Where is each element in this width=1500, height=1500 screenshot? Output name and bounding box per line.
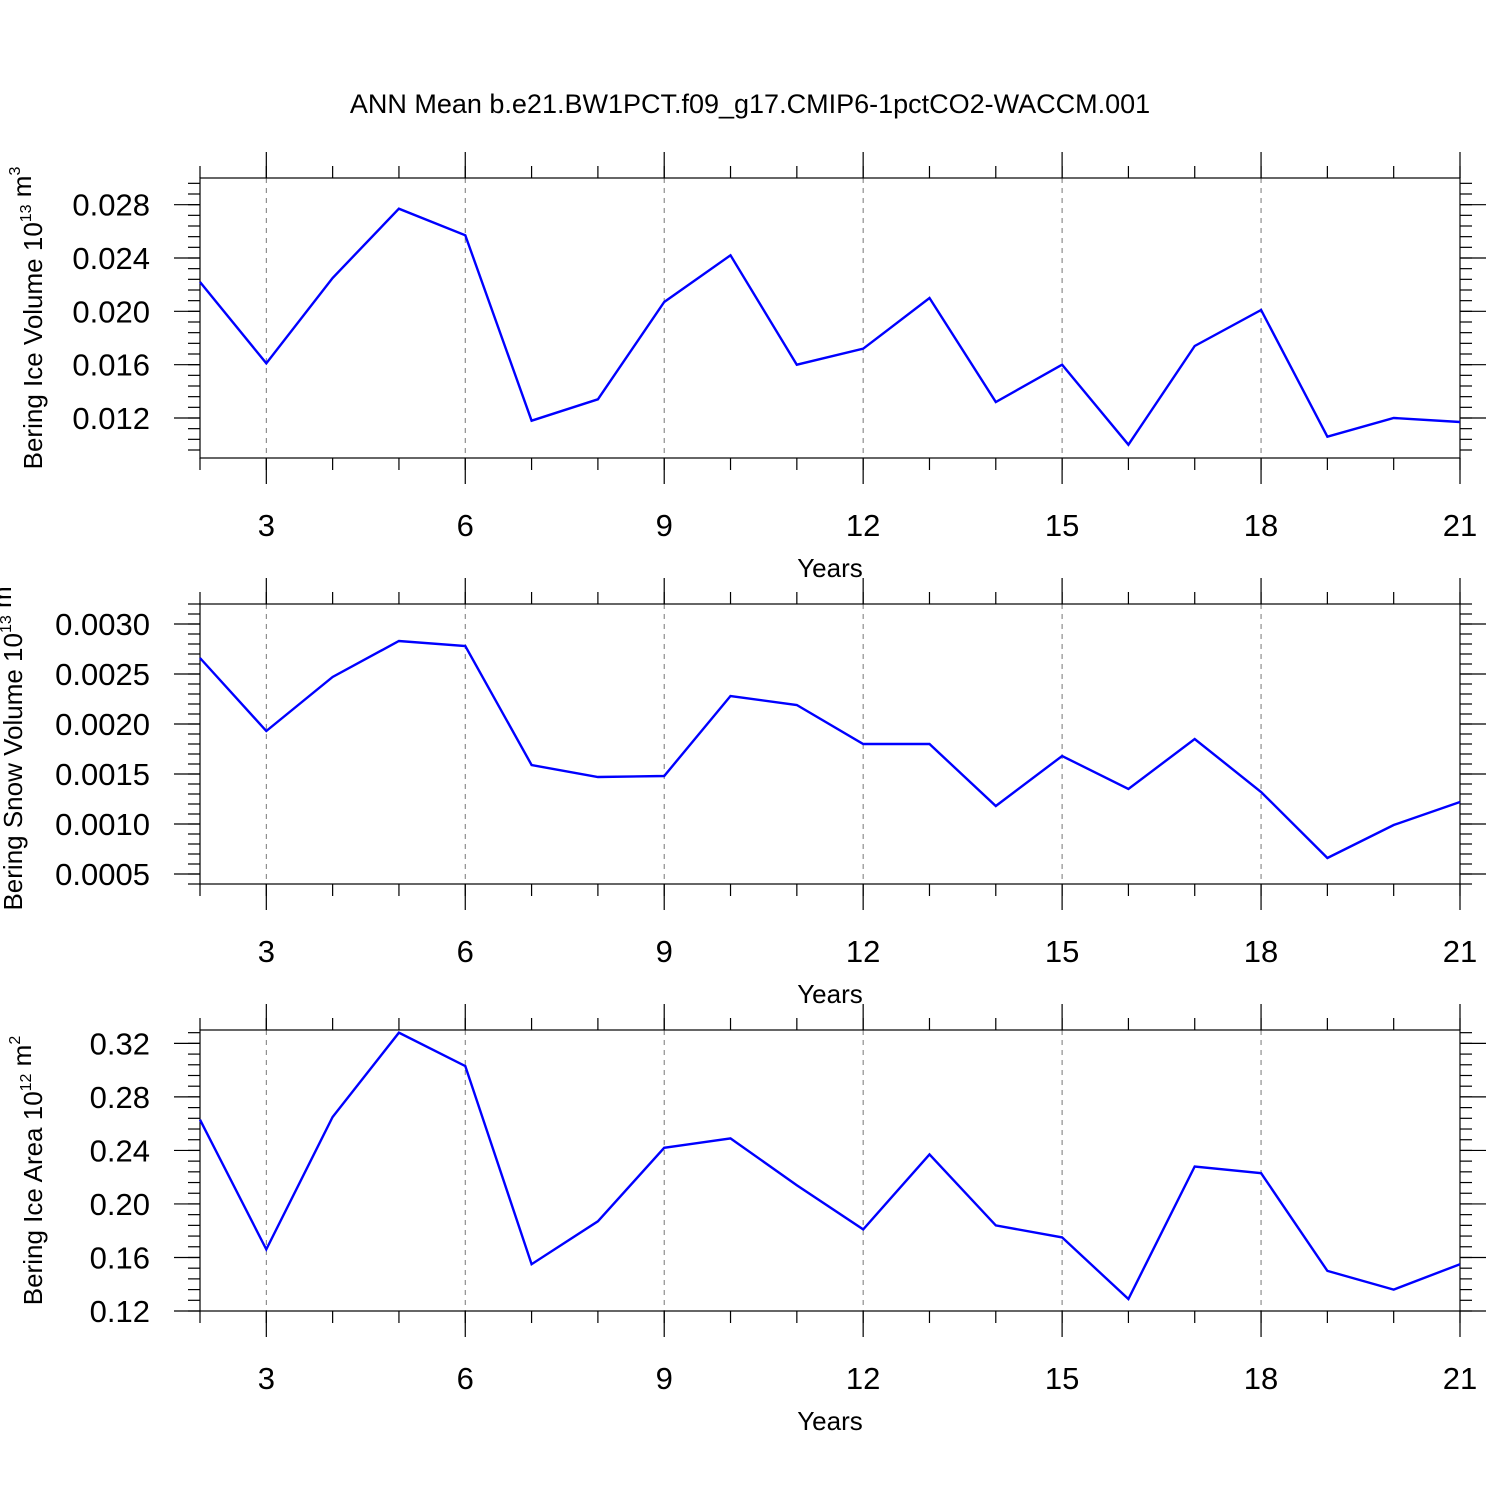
plot-frame xyxy=(199,177,1461,459)
y-tick-label: 0.0005 xyxy=(55,857,150,892)
series-line xyxy=(199,207,1461,447)
y-tick-label: 0.020 xyxy=(72,294,150,329)
x-tick-label: 12 xyxy=(846,934,880,969)
y-tick-label: 0.28 xyxy=(90,1080,150,1115)
y-tick-label: 0.028 xyxy=(72,188,150,223)
y-tick-label: 0.0020 xyxy=(55,707,150,742)
x-axis-label: Years xyxy=(797,979,863,1009)
panels: 3 6 9 12 15 18 21 0.012 0.016 0.020 0.024 0.028 Year… xyxy=(0,152,1486,1436)
x-tick-label: 12 xyxy=(846,1361,880,1396)
x-tick-label: 18 xyxy=(1244,934,1278,969)
x-tick-label: 18 xyxy=(1244,1361,1278,1396)
x-tick-label: 3 xyxy=(258,508,275,543)
y-tick-label: 0.0010 xyxy=(55,807,150,842)
x-tick-label: 21 xyxy=(1443,1361,1477,1396)
x-axis-label: Years xyxy=(797,1406,863,1436)
panel-3: 3 6 9 12 15 18 21 0.12 0.16 0.20 0.24 0.28 0.32 Years… xyxy=(7,1004,1486,1436)
y-tick-label: 0.12 xyxy=(90,1294,150,1329)
x-tick-label: 3 xyxy=(258,934,275,969)
y-tick-label: 0.024 xyxy=(72,241,150,276)
x-tick-label: 15 xyxy=(1045,508,1079,543)
x-tick-label: 18 xyxy=(1244,508,1278,543)
panel-1: 3 6 9 12 15 18 21 0.012 0.016 0.020 0.024 0.028 Year… xyxy=(7,152,1486,583)
y-tick-label: 0.0015 xyxy=(55,757,150,792)
x-tick-label: 9 xyxy=(656,508,673,543)
x-tick-label: 21 xyxy=(1443,508,1477,543)
y-tick-label: 0.32 xyxy=(90,1026,150,1061)
x-tick-label: 3 xyxy=(258,1361,275,1396)
x-tick-label: 15 xyxy=(1045,934,1079,969)
x-tick-label: 15 xyxy=(1045,1361,1079,1396)
y-tick-label: 0.16 xyxy=(90,1240,150,1275)
x-tick-label: 6 xyxy=(457,1361,474,1396)
figure-title: ANN Mean b.e21.BW1PCT.f09_g17.CMIP6-1pct… xyxy=(350,89,1150,119)
x-tick-label: 9 xyxy=(656,934,673,969)
y-tick-label: 0.0025 xyxy=(55,657,150,692)
x-tick-label: 6 xyxy=(457,508,474,543)
x-tick-label: 12 xyxy=(846,508,880,543)
x-tick-label: 9 xyxy=(656,1361,673,1396)
y-tick-label: 0.0030 xyxy=(55,607,150,642)
y-axis-label: Bering Ice Volume 1013 m3 xyxy=(7,167,48,470)
y-axis-label: Bering Ice Area 1012 m2 xyxy=(7,1036,48,1306)
series-line xyxy=(199,639,1461,860)
y-tick-label: 0.20 xyxy=(90,1187,150,1222)
y-tick-label: 0.016 xyxy=(72,348,150,383)
panel-2: 3 6 9 12 15 18 21 0.0005 0.0010 0.0015 0.0020 0.002… xyxy=(0,577,1486,1009)
series-line xyxy=(198,1031,1461,1301)
y-tick-label: 0.012 xyxy=(72,401,150,436)
x-tick-label: 6 xyxy=(457,934,474,969)
x-tick-label: 21 xyxy=(1443,934,1477,969)
y-tick-label: 0.24 xyxy=(90,1133,150,1168)
y-axis-label: Bering Snow Volume 1013 m3 xyxy=(0,577,28,910)
x-axis-label: Years xyxy=(797,553,863,583)
plot-frame xyxy=(199,1029,1461,1312)
